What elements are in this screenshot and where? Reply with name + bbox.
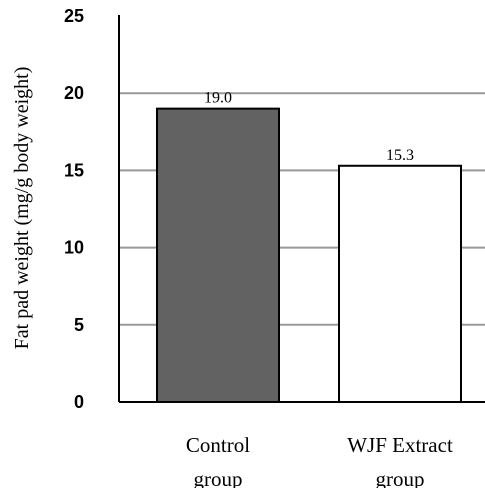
data-label: 19.0 [204, 90, 232, 107]
y-tick-label: 25 [64, 6, 84, 26]
y-axis-label: Fat pad weight (mg/g body weight) [11, 67, 33, 350]
y-tick-label: 0 [74, 392, 84, 412]
y-tick-label: 5 [74, 315, 84, 335]
category-label: group [194, 467, 243, 488]
category-labels: Control group WJF Extract group [186, 433, 453, 488]
bar [156, 107, 280, 403]
y-tick-labels: 0 5 10 15 20 25 [64, 6, 84, 412]
axes [118, 15, 485, 403]
category-label: group [376, 467, 425, 488]
y-tick-label: 15 [64, 160, 84, 180]
data-labels: 19.0 15.3 [204, 90, 414, 164]
y-tick-label: 10 [64, 238, 84, 258]
category-label: Control [186, 433, 250, 457]
category-label: WJF Extract [347, 433, 453, 457]
data-label: 15.3 [386, 147, 414, 164]
bars [156, 107, 462, 403]
y-tick-label: 20 [64, 83, 84, 103]
bar [338, 164, 462, 403]
